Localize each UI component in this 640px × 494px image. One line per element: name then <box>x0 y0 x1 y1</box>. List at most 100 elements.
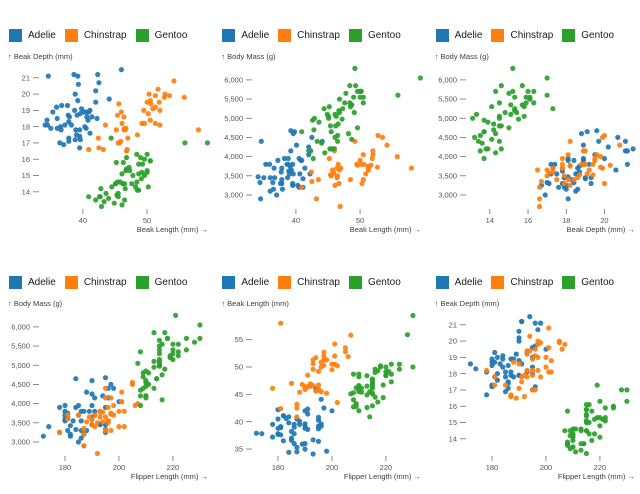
data-point-chinstrap <box>102 427 109 434</box>
y-tick-label: 4,000 <box>225 152 244 161</box>
data-point-gentoo <box>356 408 362 414</box>
data-point-gentoo <box>583 402 589 408</box>
legend-label: Gentoo <box>154 29 188 41</box>
data-point-gentoo <box>154 376 160 382</box>
legend: Adelie Chinstrap Gentoo <box>222 28 426 42</box>
data-point-adelie <box>288 148 294 154</box>
data-point-gentoo <box>138 155 144 161</box>
data-point-chinstrap <box>601 180 607 187</box>
data-point-chinstrap <box>321 353 327 359</box>
data-point-adelie <box>93 99 99 105</box>
legend: Adelie Chinstrap Gentoo <box>9 28 213 42</box>
data-point-gentoo <box>586 431 592 437</box>
data-point-chinstrap <box>81 425 87 432</box>
data-point-adelie <box>66 135 72 141</box>
data-point-gentoo <box>578 447 584 453</box>
data-point-gentoo <box>383 364 389 370</box>
data-point-adelie <box>588 180 594 187</box>
data-point-chinstrap <box>565 152 571 158</box>
legend-label: Chinstrap <box>83 276 127 288</box>
data-point-chinstrap <box>316 368 322 374</box>
data-point-adelie <box>537 320 543 326</box>
data-point-gentoo <box>183 347 189 353</box>
data-point-gentoo <box>469 115 475 121</box>
legend-swatch-icon <box>435 275 449 289</box>
data-point-chinstrap <box>294 414 300 420</box>
data-point-chinstrap <box>332 353 338 359</box>
data-point-gentoo <box>351 390 357 396</box>
data-point-gentoo <box>151 364 157 370</box>
legend-label: Adelie <box>28 276 56 288</box>
data-point-gentoo <box>325 111 331 117</box>
data-point-gentoo <box>349 136 355 142</box>
data-point-gentoo <box>526 96 533 102</box>
data-point-adelie <box>534 327 541 333</box>
data-point-adelie <box>87 107 93 113</box>
data-point-chinstrap <box>516 385 522 391</box>
x-axis-title: Flipper Length (mm) → <box>344 472 421 481</box>
data-point-chinstrap <box>116 140 123 146</box>
legend-swatch-icon <box>491 28 505 42</box>
data-point-adelie <box>302 421 308 427</box>
data-point-gentoo <box>596 415 603 421</box>
x-tick-label: 20 <box>600 216 608 225</box>
y-tick-label: 6,000 <box>11 322 30 331</box>
data-point-adelie <box>572 188 579 194</box>
data-point-chinstrap <box>537 374 543 380</box>
x-tick-label: 220 <box>167 463 180 472</box>
legend-label: Gentoo <box>581 29 615 41</box>
data-point-chinstrap <box>316 177 322 183</box>
data-point-gentoo <box>306 148 312 154</box>
legend-swatch-icon <box>64 28 78 42</box>
y-tick-label: 55 <box>235 335 243 344</box>
data-point-chinstrap <box>81 431 87 437</box>
data-point-gentoo <box>101 199 107 205</box>
legend: Adelie Chinstrap Gentoo <box>9 275 213 289</box>
data-point-adelie <box>267 175 274 181</box>
data-point-gentoo <box>93 197 99 203</box>
data-point-adelie <box>287 171 293 177</box>
data-point-gentoo <box>596 398 603 404</box>
data-point-chinstrap <box>559 165 565 171</box>
y-tick-label: 17 <box>22 139 30 148</box>
x-axis-title: Flipper Length (mm) → <box>558 472 635 481</box>
data-point-adelie <box>93 88 99 94</box>
data-point-chinstrap <box>84 419 90 425</box>
y-tick-label: 5,500 <box>438 95 457 104</box>
data-point-chinstrap <box>567 162 573 168</box>
data-point-adelie <box>324 448 330 454</box>
data-point-gentoo <box>322 150 328 156</box>
data-point-adelie <box>505 362 511 369</box>
y-axis-title: ↑ Beak Depth (mm) <box>8 52 73 61</box>
data-point-gentoo <box>143 378 149 384</box>
data-point-gentoo <box>370 390 376 396</box>
data-point-adelie <box>302 446 308 452</box>
data-point-chinstrap <box>321 349 327 355</box>
data-point-gentoo <box>473 111 479 117</box>
y-tick-label: 5,500 <box>225 95 244 104</box>
data-point-gentoo <box>311 127 317 133</box>
data-point-adelie <box>65 427 71 434</box>
legend: Adelie Chinstrap Gentoo <box>435 275 640 289</box>
data-point-chinstrap <box>544 173 550 179</box>
data-point-gentoo <box>569 444 576 450</box>
data-point-gentoo <box>488 136 494 142</box>
x-tick-label: 180 <box>485 463 498 472</box>
legend-item-adelie: Adelie <box>435 275 482 289</box>
data-point-adelie <box>84 389 90 395</box>
y-tick-label: 4,500 <box>438 133 457 142</box>
data-point-chinstrap <box>510 359 516 365</box>
data-point-adelie <box>502 369 508 375</box>
data-point-chinstrap <box>94 450 100 457</box>
data-point-gentoo <box>335 121 342 127</box>
data-point-gentoo <box>525 88 531 94</box>
data-point-gentoo <box>372 366 379 372</box>
data-point-adelie <box>580 157 586 163</box>
data-point-chinstrap <box>65 416 71 422</box>
data-point-chinstrap <box>507 392 514 398</box>
legend-swatch-icon <box>435 28 449 42</box>
y-tick-label: 21 <box>448 320 456 329</box>
legend-item-gentoo: Gentoo <box>348 28 401 42</box>
data-point-chinstrap <box>545 325 551 331</box>
data-point-chinstrap <box>375 164 381 170</box>
